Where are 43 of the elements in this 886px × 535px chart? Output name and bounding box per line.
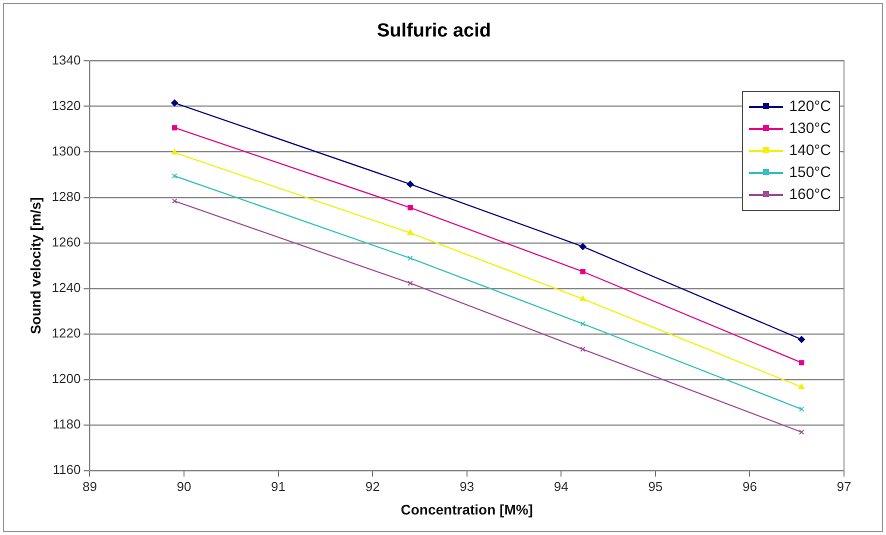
point (798, 336, 806, 343)
y-tick-label: 1240 (52, 280, 81, 296)
point (580, 321, 586, 326)
point (798, 384, 805, 390)
x-tick-label: 91 (271, 478, 286, 494)
x-tick-label: 94 (554, 478, 568, 494)
legend-label: 140°C (789, 142, 831, 160)
y-tick-label: 1180 (52, 416, 81, 432)
legend-label: 130°C (789, 120, 831, 138)
point (408, 205, 413, 210)
point (408, 256, 413, 261)
y-axis-title: Sound velocity [m/s] (27, 197, 44, 334)
y-tick-label: 1320 (52, 98, 81, 113)
x-tick-label: 92 (365, 478, 380, 494)
y-tick-label: 1160 (52, 462, 81, 478)
x-tick-label: 95 (648, 478, 663, 494)
point (580, 346, 586, 352)
x-tick-label: 93 (460, 478, 474, 494)
x-tick-label: 89 (82, 478, 97, 494)
x-tick-label: 90 (176, 478, 192, 494)
y-tick-label: 1260 (52, 234, 81, 250)
point (579, 243, 586, 250)
point (407, 229, 414, 235)
point (408, 280, 413, 286)
point (406, 180, 414, 188)
y-tick-label: 1340 (52, 52, 81, 68)
point (171, 99, 178, 106)
y-tick-label: 1300 (52, 143, 81, 158)
x-tick-label: 96 (742, 478, 757, 494)
x-tick-label: 97 (836, 478, 852, 494)
legend-label: 150°C (789, 164, 831, 182)
legend-label: 160°C (789, 186, 831, 204)
point (172, 125, 178, 130)
y-tick-label: 1200 (52, 371, 81, 386)
y-tick-label: 1280 (52, 188, 81, 204)
y-tick-label: 1220 (52, 326, 81, 341)
point (171, 149, 178, 155)
point (580, 269, 586, 274)
point (580, 295, 586, 301)
chart-title: Sulfuric acid (376, 20, 492, 42)
point (798, 360, 804, 366)
x-axis-title: Concentration [M%] (400, 501, 533, 518)
legend-label: 120°C (789, 98, 831, 116)
